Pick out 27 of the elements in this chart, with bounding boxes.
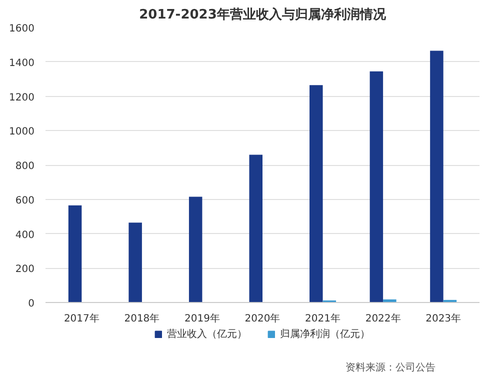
x-tick-label: 2021年 (305, 312, 341, 324)
y-tick-label: 400 (15, 230, 35, 241)
bar (68, 205, 82, 302)
y-tick-label: 1200 (9, 92, 35, 104)
text: 资料来源：公司公告 (346, 362, 436, 374)
x-tick-label: 2023年 (426, 312, 462, 324)
y-tick-label: 200 (15, 264, 35, 276)
y-tick-label: 800 (15, 161, 35, 172)
legend-label: 营业收入（亿元） (167, 328, 247, 341)
bar (128, 222, 142, 302)
x-tick-label: 2018年 (124, 312, 160, 324)
x-tick-label: 2022年 (365, 312, 401, 324)
bar (370, 71, 384, 302)
x-tick-label: 2019年 (184, 312, 220, 324)
bar (430, 50, 444, 302)
bar (188, 196, 202, 302)
y-tick-label: 1000 (9, 126, 35, 138)
y-tick-label: 0 (28, 298, 35, 310)
y-tick-label: 600 (15, 195, 35, 206)
bar (310, 85, 323, 302)
x-tick-label: 2020年 (244, 312, 280, 324)
y-tick-label: 1400 (9, 58, 35, 69)
y-tick-label: 1600 (9, 24, 35, 34)
bar (249, 154, 262, 302)
x-tick-label: 2017年 (64, 312, 100, 324)
legend-label: 归属净利润（亿元） (280, 328, 370, 341)
chart-title: 2017-2023年营业收入与归属净利润情况 (139, 6, 387, 22)
